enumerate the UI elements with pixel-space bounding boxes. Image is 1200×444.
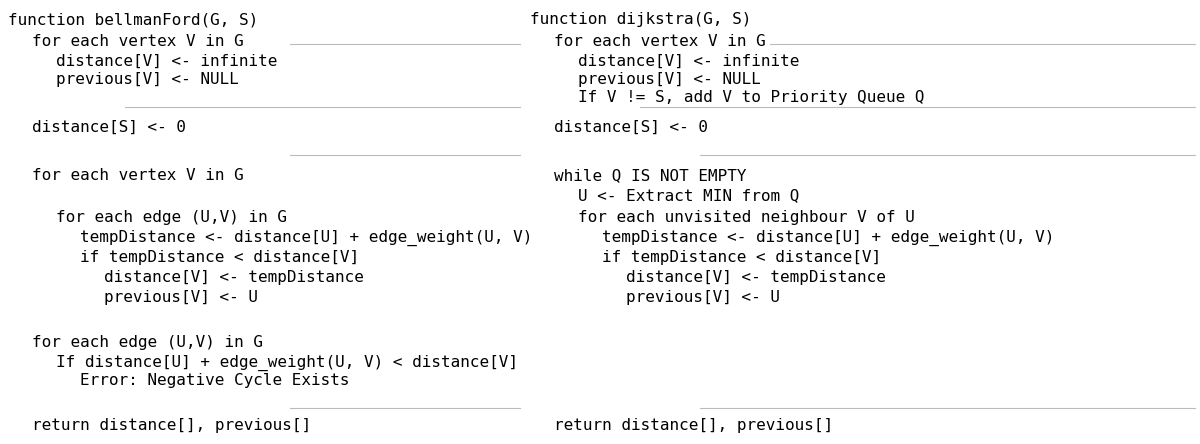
Text: return distance[], previous[]: return distance[], previous[] — [32, 418, 311, 433]
Text: tempDistance <- distance[U] + edge_weight(U, V): tempDistance <- distance[U] + edge_weigh… — [80, 230, 533, 246]
Text: U <- Extract MIN from Q: U <- Extract MIN from Q — [578, 188, 799, 203]
Text: if tempDistance < distance[V]: if tempDistance < distance[V] — [602, 250, 881, 265]
Text: for each edge (U,V) in G: for each edge (U,V) in G — [32, 335, 263, 350]
Text: distance[V] <- tempDistance: distance[V] <- tempDistance — [626, 270, 886, 285]
Text: function bellmanFord(G, S): function bellmanFord(G, S) — [8, 12, 258, 27]
Text: distance[V] <- infinite: distance[V] <- infinite — [56, 54, 277, 69]
Text: previous[V] <- NULL: previous[V] <- NULL — [578, 72, 761, 87]
Text: If V != S, add V to Priority Queue Q: If V != S, add V to Priority Queue Q — [578, 90, 924, 105]
Text: tempDistance <- distance[U] + edge_weight(U, V): tempDistance <- distance[U] + edge_weigh… — [602, 230, 1055, 246]
Text: distance[V] <- infinite: distance[V] <- infinite — [578, 54, 799, 69]
Text: return distance[], previous[]: return distance[], previous[] — [554, 418, 833, 433]
Text: for each vertex V in G: for each vertex V in G — [32, 168, 244, 183]
Text: for each vertex V in G: for each vertex V in G — [554, 34, 766, 49]
Text: previous[V] <- U: previous[V] <- U — [626, 290, 780, 305]
Text: previous[V] <- NULL: previous[V] <- NULL — [56, 72, 239, 87]
Text: for each edge (U,V) in G: for each edge (U,V) in G — [56, 210, 287, 225]
Text: Error: Negative Cycle Exists: Error: Negative Cycle Exists — [80, 373, 349, 388]
Text: distance[S] <- 0: distance[S] <- 0 — [32, 120, 186, 135]
Text: function dijkstra(G, S): function dijkstra(G, S) — [530, 12, 751, 27]
Text: distance[S] <- 0: distance[S] <- 0 — [554, 120, 708, 135]
Text: previous[V] <- U: previous[V] <- U — [104, 290, 258, 305]
Text: for each unvisited neighbour V of U: for each unvisited neighbour V of U — [578, 210, 914, 225]
Text: If distance[U] + edge_weight(U, V) < distance[V]: If distance[U] + edge_weight(U, V) < dis… — [56, 355, 518, 371]
Text: if tempDistance < distance[V]: if tempDistance < distance[V] — [80, 250, 359, 265]
Text: distance[V] <- tempDistance: distance[V] <- tempDistance — [104, 270, 364, 285]
Text: for each vertex V in G: for each vertex V in G — [32, 34, 244, 49]
Text: while Q IS NOT EMPTY: while Q IS NOT EMPTY — [554, 168, 746, 183]
